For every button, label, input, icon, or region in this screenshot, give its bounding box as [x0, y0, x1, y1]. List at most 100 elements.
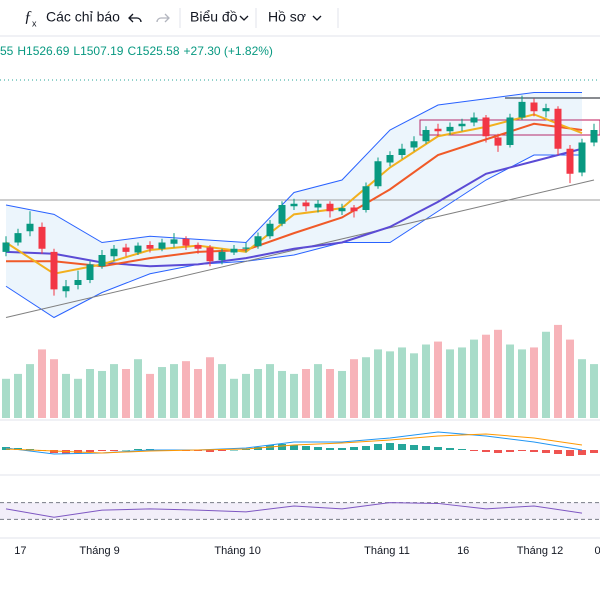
- candle-body: [98, 255, 106, 267]
- volume-bar: [86, 369, 94, 418]
- volume-bar: [530, 347, 538, 418]
- macd-hist: [410, 445, 418, 450]
- volume-bar: [446, 349, 454, 418]
- candle-body: [50, 251, 58, 290]
- candle-body: [266, 223, 274, 237]
- volume-bar: [386, 351, 394, 418]
- candle-body: [530, 102, 538, 112]
- macd-hist: [86, 450, 94, 452]
- ohlc-item: L1507.19: [73, 44, 123, 58]
- volume-bar: [254, 369, 262, 418]
- candle-body: [218, 251, 226, 260]
- chart-menu-label: Biểu đồ: [190, 9, 238, 25]
- candle-body: [158, 242, 166, 249]
- macd-hist: [110, 450, 118, 451]
- candle-body: [62, 286, 70, 292]
- volume-bar: [74, 378, 82, 418]
- x-axis-label: 0: [595, 545, 600, 557]
- candle-body: [326, 203, 334, 212]
- macd-hist: [326, 448, 334, 450]
- indicators-button[interactable]: ƒ x Các chỉ báo: [24, 9, 120, 29]
- indicator-line: [5, 154, 582, 319]
- x-axis-label: 17: [14, 545, 26, 557]
- candle-body: [110, 248, 118, 257]
- candle-body: [314, 203, 322, 208]
- volume-bar: [518, 349, 526, 418]
- volume-bar: [182, 361, 190, 418]
- candle-body: [194, 245, 202, 249]
- macd-hist: [230, 450, 238, 451]
- volume-bar: [206, 357, 214, 418]
- candle-body: [230, 248, 238, 253]
- candle-body: [458, 123, 466, 127]
- macd-hist: [278, 444, 286, 450]
- macd-hist: [542, 450, 550, 453]
- macd-hist: [566, 450, 574, 456]
- macd-hist: [302, 446, 310, 450]
- candle-body: [494, 137, 502, 146]
- rsi-line: [5, 502, 583, 518]
- candle-body: [410, 141, 418, 148]
- candle-body: [446, 126, 454, 132]
- chart-menu[interactable]: Biểu đồ: [190, 9, 249, 25]
- candle-body: [242, 247, 250, 249]
- candle-body: [38, 226, 46, 249]
- volume-bar: [398, 347, 406, 418]
- macd-hist: [518, 450, 526, 451]
- macd-hist: [470, 450, 478, 451]
- x-axis-label: 16: [457, 545, 469, 557]
- volume-bar: [110, 364, 118, 418]
- candle-body: [386, 155, 394, 163]
- candle-body: [290, 203, 298, 207]
- volume-bar: [542, 331, 550, 418]
- macd-hist: [314, 447, 322, 450]
- macd-hist: [386, 443, 394, 450]
- volume-bar: [338, 370, 346, 418]
- volume-bar: [434, 341, 442, 418]
- ohlc-item: C1525.58: [127, 44, 179, 58]
- ohlc-item: H1526.69: [17, 44, 69, 58]
- candle-body: [578, 142, 586, 173]
- macd-hist: [362, 446, 370, 450]
- volume-bar: [194, 369, 202, 418]
- macd-hist: [578, 450, 586, 455]
- volume-bar: [374, 349, 382, 418]
- fx-icon: ƒ: [24, 9, 32, 26]
- macd-hist: [590, 450, 598, 453]
- redo-button[interactable]: [156, 13, 170, 23]
- macd-hist: [458, 449, 466, 450]
- macd-hist: [494, 450, 502, 453]
- volume-bar: [566, 339, 574, 418]
- candle-body: [506, 117, 514, 145]
- macd-hist: [446, 448, 454, 450]
- candle-body: [170, 239, 178, 244]
- volume-bar: [554, 324, 562, 418]
- volume-bar: [506, 344, 514, 418]
- candle-body: [134, 245, 142, 253]
- volume-bar: [98, 370, 106, 418]
- candle-body: [362, 186, 370, 210]
- volume-bar: [26, 364, 34, 418]
- x-axis-label: Tháng 11: [364, 545, 410, 557]
- indicator-line: [5, 92, 582, 244]
- macd-hist: [218, 450, 226, 451]
- volume-bar: [494, 329, 502, 418]
- volume-bar: [242, 373, 250, 418]
- volume-bar: [38, 349, 46, 418]
- macd-hist: [98, 450, 106, 451]
- macd-hist: [398, 444, 406, 450]
- ohlc-item: +27.30 (+1.82%): [184, 44, 273, 58]
- volume-bar: [2, 378, 10, 418]
- profile-menu[interactable]: Hồ sơ: [268, 9, 322, 25]
- candle-body: [518, 101, 526, 118]
- volume-bar: [50, 359, 58, 418]
- candle-body: [26, 223, 34, 232]
- macd-hist: [422, 446, 430, 450]
- macd-hist: [530, 450, 538, 452]
- volume-bar: [218, 364, 226, 418]
- undo-button[interactable]: [128, 13, 142, 23]
- volume-bar: [470, 339, 478, 418]
- candle-body: [14, 233, 22, 243]
- indicators-label: Các chỉ báo: [46, 9, 120, 25]
- ohlc-item: 55: [0, 44, 14, 58]
